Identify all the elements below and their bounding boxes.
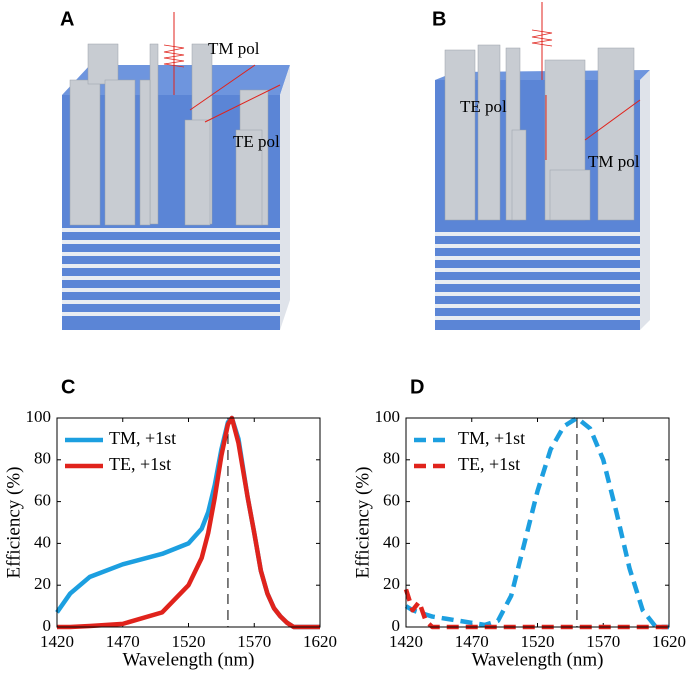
- panel-label: B: [432, 8, 446, 30]
- annotation: TE pol: [233, 132, 280, 151]
- y-tick-label: 20: [34, 574, 51, 593]
- x-tick-label: 1520: [521, 632, 555, 651]
- x-tick-label: 1420: [40, 632, 74, 651]
- axes-frame: [56, 417, 321, 628]
- axes-frame: [405, 417, 670, 628]
- y-tick-label: 40: [383, 532, 400, 551]
- y-axis-label: Efficiency (%): [352, 466, 373, 578]
- y-tick-label: 80: [383, 449, 400, 468]
- y-tick-label: 100: [26, 407, 52, 426]
- series-line: [55, 415, 320, 630]
- y-tick-label: 80: [34, 449, 51, 468]
- legend-label: TE, +1st: [109, 454, 171, 474]
- x-tick-label: 1570: [237, 632, 271, 651]
- y-tick-label: 60: [34, 491, 51, 510]
- y-tick-label: 0: [43, 616, 52, 635]
- series-line: [403, 588, 669, 630]
- y-tick-label: 40: [34, 532, 51, 551]
- x-tick-label: 1420: [389, 632, 423, 651]
- legend-label: TM, +1st: [458, 428, 525, 448]
- illustration-a: TM pol TE pol A: [60, 8, 290, 330]
- x-tick-label: 1470: [106, 632, 140, 651]
- x-tick-label: 1620: [652, 632, 686, 651]
- x-tick-label: 1470: [455, 632, 489, 651]
- x-tick-label: 1570: [586, 632, 620, 651]
- x-tick-label: 1520: [172, 632, 206, 651]
- panel-label: C: [61, 376, 75, 398]
- x-axis-label: Wavelength (nm): [472, 649, 604, 670]
- y-tick-label: 0: [392, 616, 401, 635]
- x-tick-label: 1620: [303, 632, 337, 651]
- annotation: TE pol: [460, 97, 507, 116]
- annotation: TM pol: [588, 152, 640, 171]
- series-line: [404, 415, 669, 630]
- y-tick-label: 60: [383, 491, 400, 510]
- panel-label: D: [410, 376, 424, 398]
- annotation: TM pol: [208, 39, 260, 58]
- y-tick-label: 20: [383, 574, 400, 593]
- y-tick-label: 100: [375, 407, 401, 426]
- panel-label: A: [60, 8, 74, 30]
- legend-label: TM, +1st: [109, 428, 176, 448]
- legend-label: TE, +1st: [458, 454, 520, 474]
- x-axis-label: Wavelength (nm): [123, 649, 255, 670]
- y-axis-label: Efficiency (%): [3, 466, 24, 578]
- series-line: [57, 415, 320, 630]
- illustration-b: TE pol TM pol B: [432, 2, 650, 330]
